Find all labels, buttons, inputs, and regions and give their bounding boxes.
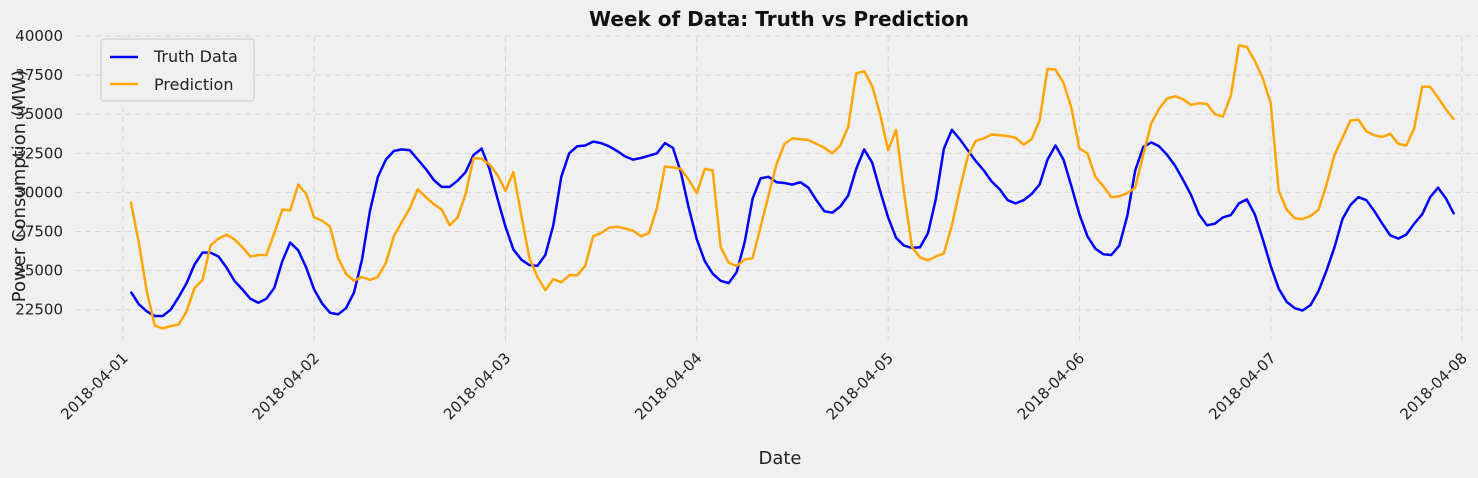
y-tick-label: 27500 [15, 223, 63, 241]
y-tick-label: 30000 [15, 183, 63, 201]
x-axis-label: Date [758, 448, 801, 469]
series-line-prediction [129, 44, 1456, 330]
legend: Truth Data Prediction [100, 38, 255, 102]
legend-label-truth: Truth Data [153, 47, 238, 66]
series-layer [129, 44, 1456, 330]
chart-title: Week of Data: Truth vs Prediction [589, 7, 969, 31]
series-line-truth-data [129, 128, 1456, 318]
y-axis-label: Power Consumption (MW) [9, 70, 30, 302]
legend-box [100, 38, 255, 102]
y-tick-label: 22500 [15, 301, 63, 319]
y-tick-label: 37500 [15, 66, 63, 84]
y-tick-label: 25000 [15, 262, 63, 280]
y-axis: 22500 25000 27500 30000 32500 35000 37500 40000 [15, 27, 63, 319]
y-tick-label: 32500 [15, 144, 63, 162]
y-tick-label: 40000 [15, 27, 63, 45]
grid [75, 35, 1478, 341]
y-tick-label: 35000 [15, 105, 63, 123]
legend-label-prediction: Prediction [154, 75, 233, 94]
